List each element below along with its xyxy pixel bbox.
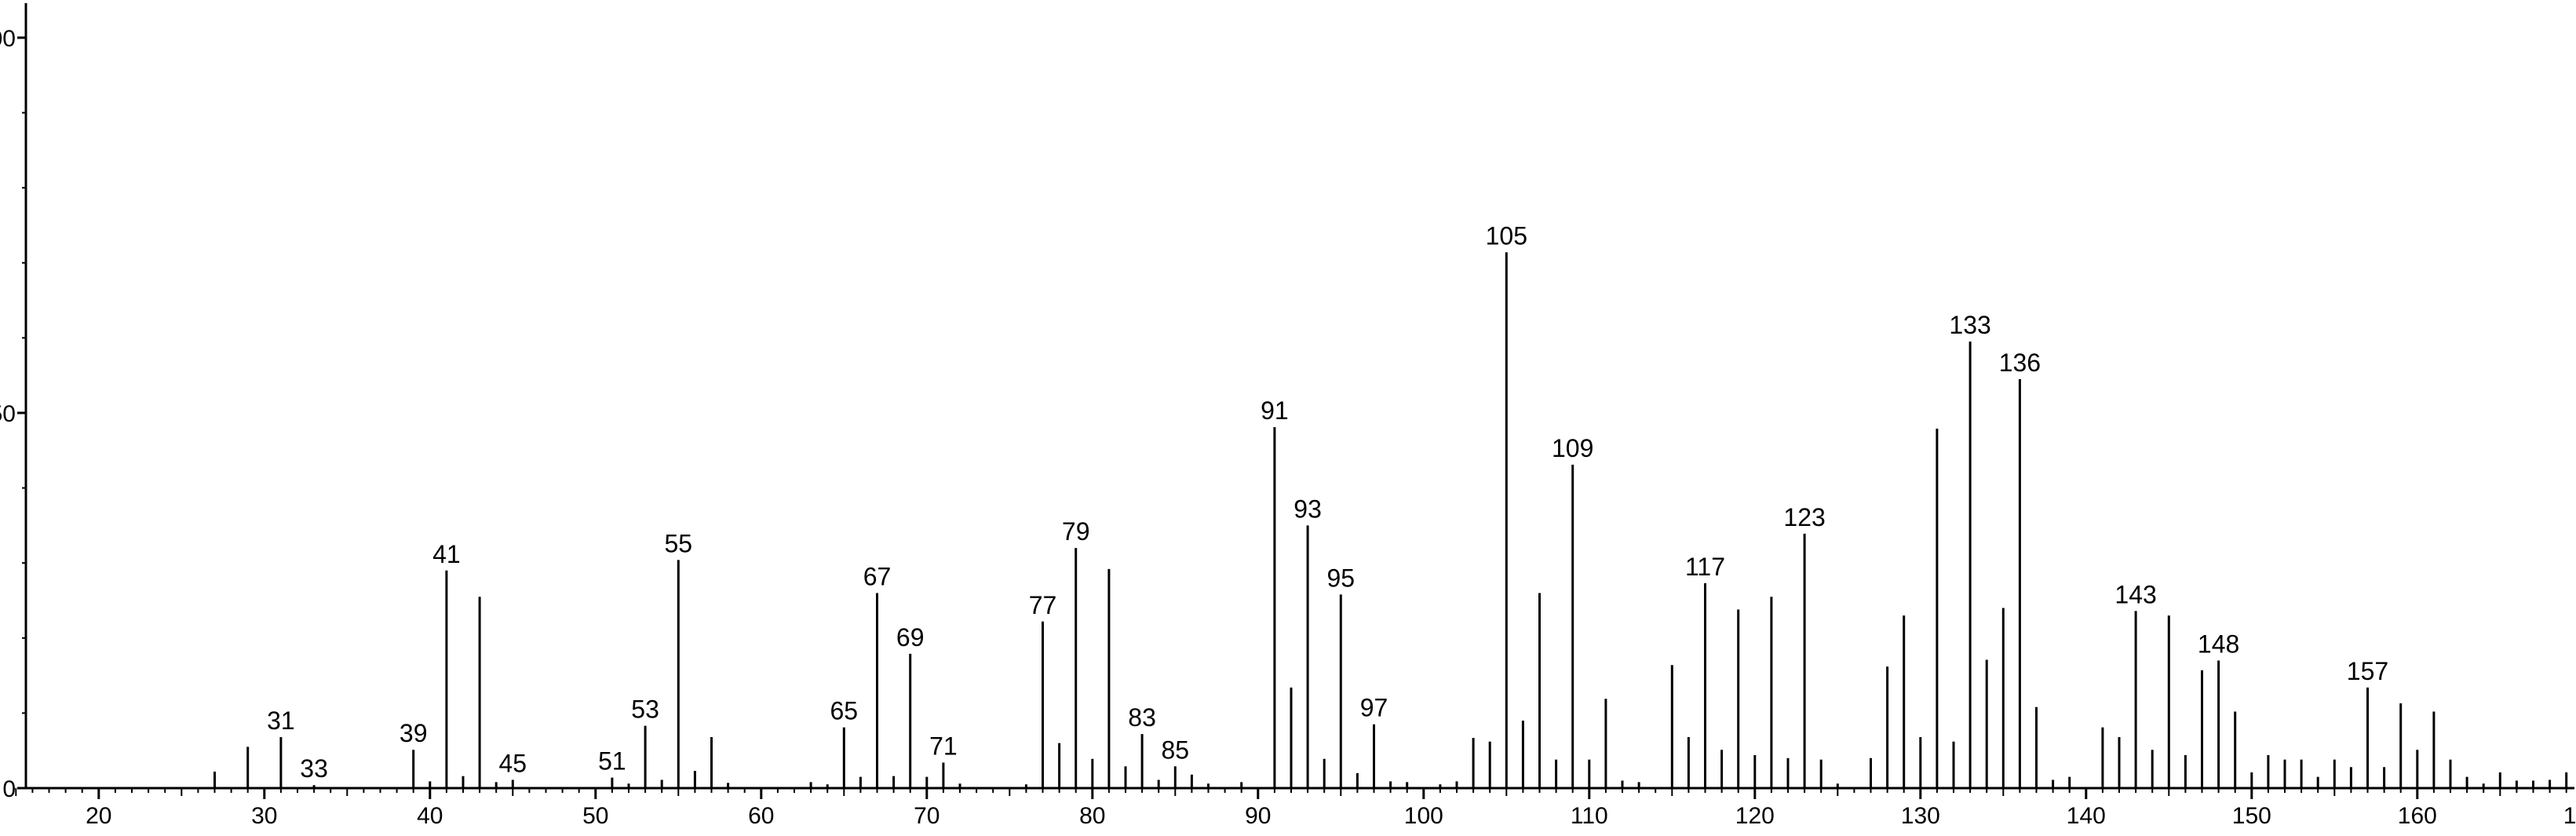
peak-label: 157 — [2347, 657, 2388, 685]
peak-label: 79 — [1062, 517, 1090, 546]
x-tick-label: 170 — [2563, 803, 2576, 829]
x-tick-label: 50 — [582, 803, 608, 829]
x-tick-label: 110 — [1571, 803, 1608, 829]
peak-label: 148 — [2198, 630, 2239, 658]
peak-label: 136 — [1999, 349, 2041, 377]
peak-label: 65 — [830, 697, 859, 725]
x-tick-label: 130 — [1901, 803, 1940, 829]
peak-label: 39 — [400, 719, 428, 747]
x-tick-label: 70 — [914, 803, 940, 829]
peak-label: 67 — [863, 562, 892, 590]
peak-label: 55 — [665, 529, 693, 557]
y-tick-label: 50 — [0, 401, 16, 427]
spectrum-peaks — [215, 38, 2576, 788]
x-tick-label: 120 — [1735, 803, 1775, 829]
peak-label: 77 — [1029, 591, 1057, 619]
peak-label: 143 — [2114, 580, 2156, 608]
y-tick-label: 100 — [0, 26, 16, 52]
peak-label: 53 — [631, 695, 659, 724]
y-tick-label: 0 — [2, 776, 16, 802]
x-tick-label: 60 — [748, 803, 774, 829]
peak-label: 95 — [1327, 564, 1356, 592]
peak-label: 85 — [1162, 736, 1190, 764]
x-tick-label: 90 — [1245, 803, 1271, 829]
peak-label: 71 — [929, 732, 958, 760]
peak-label: 133 — [1949, 311, 1990, 339]
x-tick-label: 100 — [1404, 803, 1443, 829]
peak-label: 33 — [300, 754, 328, 783]
peak-label: 93 — [1293, 495, 1322, 523]
peak-label: 45 — [499, 749, 527, 777]
peak-label: 69 — [896, 623, 925, 652]
peak-label: 91 — [1261, 396, 1289, 425]
peak-label: 41 — [432, 540, 461, 568]
x-tick-label: 40 — [417, 803, 443, 829]
x-ticks: 20 30 40 50 60 70 80 90 100 110 120 130 140 150 160 170… — [86, 788, 2576, 829]
x-tick-label: 160 — [2398, 803, 2437, 829]
y-ticks: 0 50 100 — [0, 26, 26, 802]
x-tick-label: 80 — [1079, 803, 1105, 829]
peak-label: 117 — [1685, 553, 1725, 581]
peak-label: 109 — [1552, 434, 1593, 462]
peak-label: 83 — [1128, 703, 1156, 732]
peak-label: 51 — [598, 747, 626, 776]
peak-label: 97 — [1360, 694, 1388, 722]
peak-label: 105 — [1486, 221, 1527, 250]
x-tick-label: 150 — [2232, 803, 2271, 829]
x-tick-label: 140 — [2067, 803, 2106, 829]
x-tick-label: 30 — [251, 803, 277, 829]
x-tick-label: 20 — [86, 803, 111, 829]
peak-label: 123 — [1783, 503, 1825, 531]
peak-label: 31 — [267, 706, 295, 735]
